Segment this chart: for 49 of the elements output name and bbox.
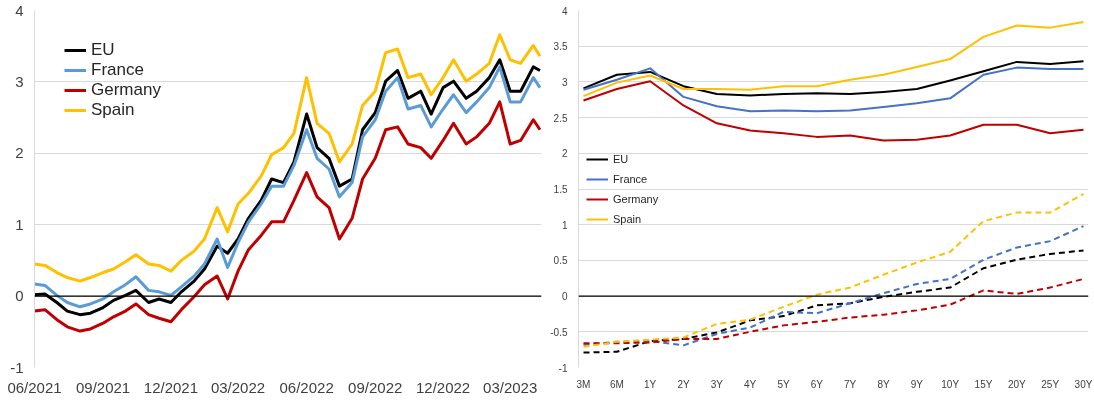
y-tick-label: 1	[561, 219, 568, 231]
y-tick-label: 2	[15, 144, 24, 162]
y-tick-label: 0	[15, 287, 24, 305]
y-tick-label: 2	[561, 148, 568, 160]
x-tick-label: 10Y	[941, 378, 960, 390]
legend-label: France	[91, 60, 144, 80]
y-tick-label: 2.5	[553, 112, 568, 124]
x-tick-label: 1Y	[644, 378, 657, 390]
legend-label: EU	[613, 152, 630, 165]
y-tick-label: 1.5	[553, 184, 568, 195]
x-tick-label: 2Y	[677, 378, 690, 390]
x-tick-label: 09/2021	[75, 378, 131, 396]
x-tick-label: 6M	[609, 378, 624, 390]
y-tick-label: 3	[561, 76, 568, 88]
x-tick-label: 30Y	[1074, 378, 1093, 390]
x-tick-label: 20Y	[1007, 378, 1027, 390]
x-tick-label: 5Y	[777, 378, 790, 390]
y-tick-label: -1	[558, 362, 568, 374]
x-tick-label: 12/2021	[143, 378, 199, 396]
x-tick-label: 06/2021	[7, 378, 62, 396]
legend-label: EU	[91, 40, 115, 60]
x-tick-label: 03/2023	[483, 378, 538, 396]
y-tick-label: 1	[15, 215, 24, 233]
y-tick-label: 4	[15, 1, 24, 19]
x-tick-label: 6Y	[810, 378, 824, 390]
x-tick-label: 15Y	[974, 378, 993, 390]
x-tick-label: 03/2022	[210, 378, 266, 396]
y-tick-label: 3.5	[553, 41, 568, 53]
x-tick-label: 25Y	[1041, 378, 1060, 390]
x-tick-label: 06/2022	[279, 378, 334, 396]
x-tick-label: 09/2022	[348, 378, 403, 396]
x-tick-label: 8Y	[877, 378, 890, 390]
x-tick-label: 12/2022	[415, 378, 471, 396]
x-tick-label: 9Y	[910, 378, 924, 390]
y-tick-label: -0.5	[550, 326, 568, 338]
y-tick-label: 0	[561, 291, 568, 303]
x-tick-label: 4Y	[744, 378, 757, 390]
legend-label: Germany	[91, 80, 161, 100]
legend-label: Germany	[613, 192, 659, 205]
y-tick-label: 3	[15, 72, 24, 90]
y-tick-label: 0.5	[553, 255, 568, 267]
x-tick-label: 3M	[576, 378, 591, 390]
y-tick-label: -1	[10, 358, 24, 376]
y-tick-label: 4	[561, 5, 568, 17]
x-tick-label: 3Y	[710, 378, 724, 390]
legend-label: Spain	[91, 100, 135, 120]
legend-label: France	[613, 172, 648, 185]
legend-label: Spain	[613, 212, 642, 225]
x-tick-label: 7Y	[844, 378, 857, 390]
